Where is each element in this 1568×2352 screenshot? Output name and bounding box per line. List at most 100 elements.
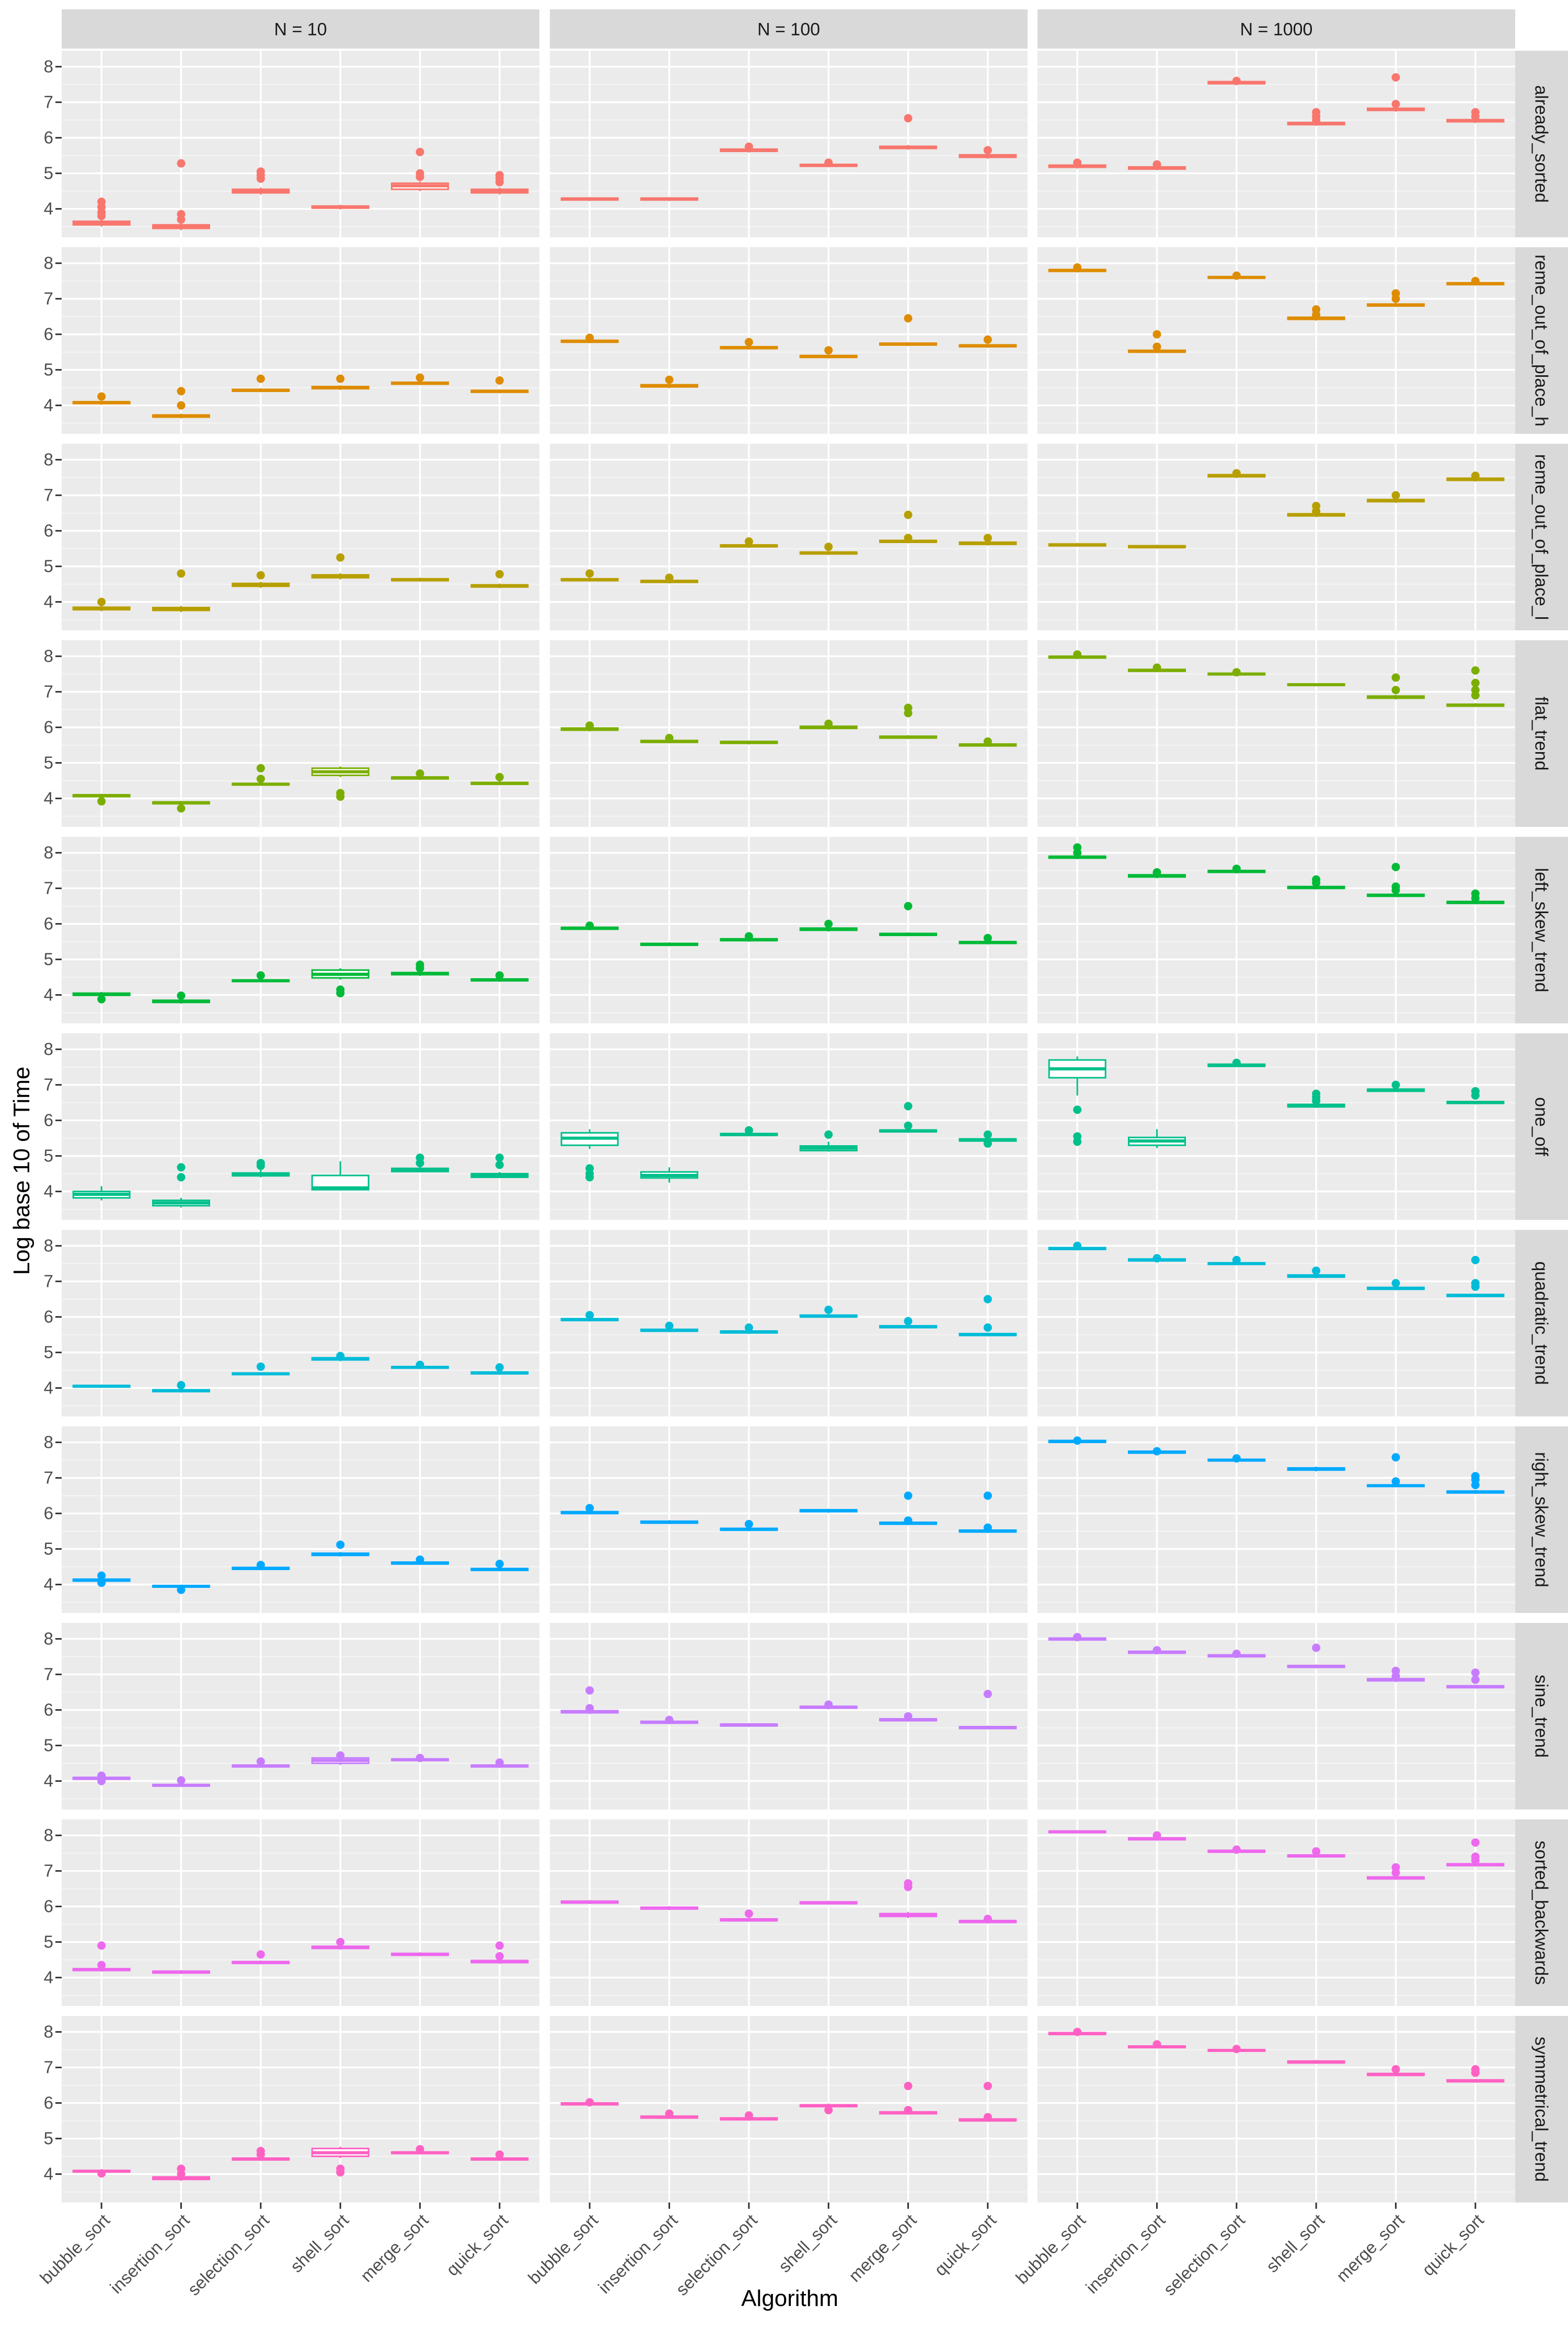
box-outlier-point — [495, 1941, 504, 1950]
box-outlier-point — [1073, 843, 1082, 852]
box-outlier-point — [824, 346, 833, 355]
box-outlier-point — [97, 1961, 106, 1969]
box-outlier-point — [1391, 862, 1400, 871]
box-outlier-point — [97, 995, 106, 1004]
box-outlier-point — [744, 338, 753, 347]
facet-panel — [550, 444, 1028, 630]
box-outlier-point — [1391, 1080, 1400, 1089]
panel-background — [62, 640, 539, 827]
box-outlier-point — [1073, 650, 1082, 659]
box-outlier-point — [495, 171, 504, 179]
box-outlier-point — [177, 387, 186, 396]
panel-background — [62, 51, 539, 237]
y-tick-label: 7 — [44, 879, 53, 898]
box-outlier-point — [585, 333, 594, 342]
box-outlier-point — [177, 401, 186, 410]
facet-panel — [62, 51, 539, 237]
facet-strip-row-label: flat_trend — [1531, 697, 1551, 771]
panel-background — [62, 1426, 539, 1613]
box-outlier-point — [336, 553, 345, 562]
box-outlier-point — [824, 543, 833, 551]
box-outlier-point — [256, 971, 265, 980]
box-outlier-point — [1152, 663, 1161, 672]
facet-strip-column-label: N = 10 — [274, 20, 327, 40]
box-outlier-point — [983, 2081, 992, 2090]
box-outlier-point — [97, 1771, 106, 1780]
facet-panel — [550, 2016, 1028, 2203]
facet-strip-row — [1515, 51, 1568, 237]
box-outlier-point — [495, 1154, 504, 1162]
facet-panel — [550, 1033, 1028, 1220]
box-outlier-point — [744, 537, 753, 546]
y-tick-label: 8 — [44, 1629, 53, 1648]
panel-background — [62, 247, 539, 434]
box-outlier-point — [904, 511, 913, 519]
y-tick-label: 4 — [44, 396, 53, 415]
box-outlier-point — [256, 1561, 265, 1570]
box-outlier-point — [983, 1690, 992, 1698]
facet-panel — [62, 1623, 539, 1809]
box-outlier-point — [744, 932, 753, 941]
box-outlier-point — [97, 1578, 106, 1587]
facet-strip-row — [1515, 444, 1568, 630]
box-outlier-point — [1232, 2045, 1241, 2054]
box-outlier-point — [1232, 668, 1241, 677]
facet-panel — [1037, 247, 1515, 434]
panel-background — [62, 2016, 539, 2203]
facet-panel — [1037, 1033, 1515, 1220]
box-outlier-point — [1152, 342, 1161, 351]
facet-strip-row-label: sorted_backwards — [1531, 1841, 1551, 1985]
box-outlier-point — [1312, 305, 1321, 314]
facet-panel — [1037, 444, 1515, 630]
y-tick-label: 5 — [44, 360, 53, 379]
box-outlier-point — [665, 573, 674, 582]
facet-strip-column-label: N = 1000 — [1240, 20, 1313, 40]
facet-strip-row-label: reme_out_of_place_l — [1531, 454, 1551, 620]
box-outlier-point — [904, 902, 913, 910]
box-outlier-point — [1471, 889, 1480, 898]
box-outlier-point — [1391, 673, 1400, 682]
y-tick-label: 8 — [44, 2022, 53, 2042]
box-outlier-point — [336, 985, 345, 994]
panel-background — [550, 444, 1028, 630]
panel-background — [62, 837, 539, 1023]
panel-background — [1037, 837, 1515, 1023]
box-outlier-point — [1471, 471, 1480, 480]
box-outlier-point — [1152, 1447, 1161, 1456]
y-tick-label: 4 — [44, 1771, 53, 1791]
facet-panel — [62, 1033, 539, 1220]
box-outlier-point — [1471, 686, 1480, 695]
box-outlier-point — [1391, 686, 1400, 695]
y-tick-label: 6 — [44, 718, 53, 737]
box-outlier-point — [665, 1715, 674, 1724]
facet-strip-row — [1515, 1623, 1568, 1809]
box-outlier-point — [1471, 1472, 1480, 1481]
y-tick-label: 8 — [44, 253, 53, 273]
box-outlier-point — [1232, 864, 1241, 873]
box-outlier-point — [256, 1757, 265, 1766]
box-outlier-point — [983, 1139, 992, 1148]
box-outlier-point — [1312, 1089, 1321, 1098]
box-outlier-point — [824, 1306, 833, 1314]
box-outlier-point — [1073, 1105, 1082, 1114]
facet-strip-row — [1515, 1033, 1568, 1220]
box-outlier-point — [744, 1520, 753, 1528]
box-outlier-point — [177, 1163, 186, 1172]
box-outlier-point — [336, 1540, 345, 1549]
box-outlier-point — [1152, 160, 1161, 169]
x-axis-title: Algorithm — [741, 2286, 838, 2311]
box-outlier-point — [904, 1121, 913, 1130]
panel-background — [550, 247, 1028, 434]
facet-strip-row — [1515, 837, 1568, 1023]
box-outlier-point — [495, 376, 504, 385]
box-outlier-point — [177, 991, 186, 1000]
box-outlier-point — [1232, 1845, 1241, 1854]
box-outlier-point — [1232, 76, 1241, 85]
box-outlier-point — [585, 2098, 594, 2107]
box-outlier-point — [97, 2169, 106, 2178]
y-tick-label: 5 — [44, 1539, 53, 1559]
y-tick-label: 6 — [44, 521, 53, 540]
y-tick-label: 6 — [44, 914, 53, 933]
panel-background — [550, 1623, 1028, 1809]
box-outlier-point — [495, 1560, 504, 1569]
